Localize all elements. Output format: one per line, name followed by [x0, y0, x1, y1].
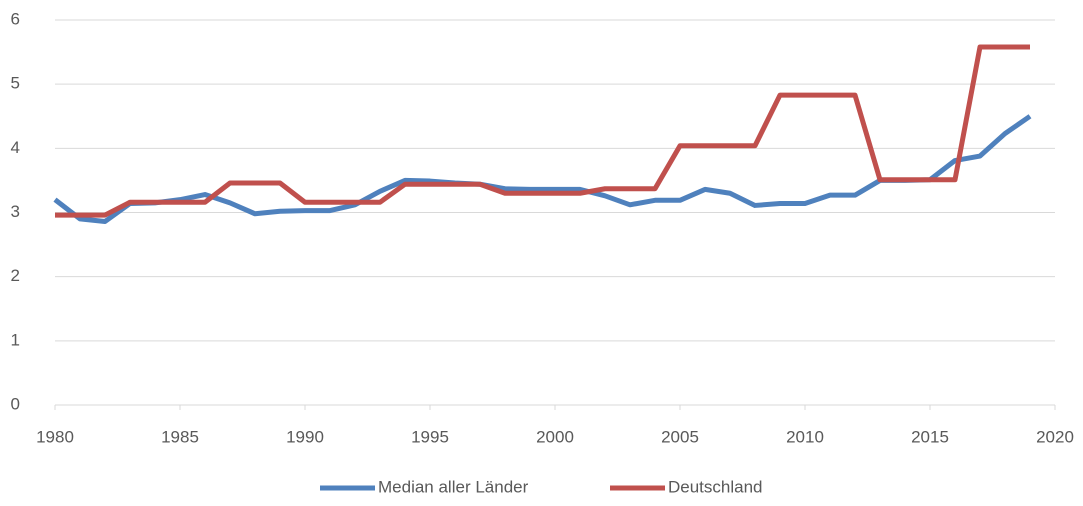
y-tick-label: 3: [11, 202, 20, 221]
legend-label: Median aller Länder: [378, 477, 529, 496]
x-tick-label: 2015: [911, 427, 949, 446]
y-tick-label: 5: [11, 74, 20, 93]
x-tick-label: 2005: [661, 427, 699, 446]
y-tick-label: 2: [11, 266, 20, 285]
x-tick-label: 1990: [286, 427, 324, 446]
x-tick-label: 2020: [1036, 427, 1074, 446]
line: [55, 44, 1030, 218]
x-tick-label: 1985: [161, 427, 199, 446]
y-tick-label: 1: [11, 330, 20, 349]
x-tick-label: 2000: [536, 427, 574, 446]
x-tick-label: 1995: [411, 427, 449, 446]
legend-label: Deutschland: [668, 477, 763, 496]
line: [53, 114, 1032, 224]
y-tick-label: 0: [11, 394, 20, 413]
y-tick-label: 6: [11, 9, 20, 28]
x-tick-label: 2010: [786, 427, 824, 446]
x-tick-label: 1980: [36, 427, 74, 446]
y-tick-label: 4: [11, 138, 20, 157]
